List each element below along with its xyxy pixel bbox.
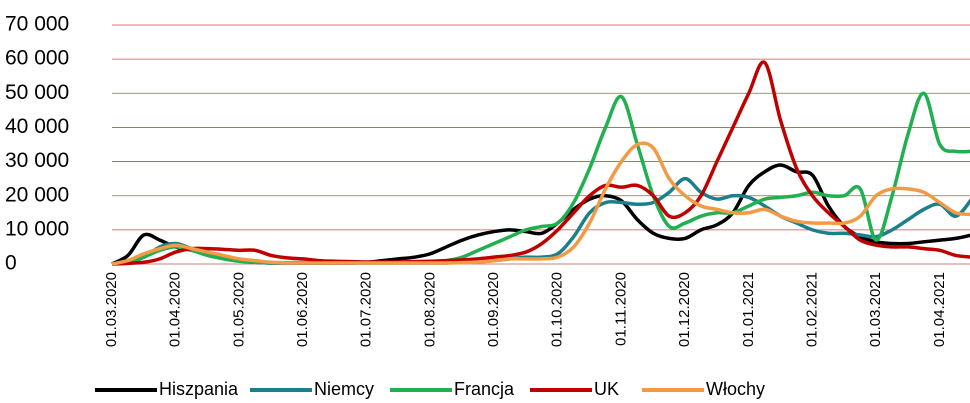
y-tick-label: 40 000 bbox=[5, 115, 69, 138]
y-tick-label: 10 000 bbox=[5, 217, 69, 240]
x-tick-label: 01.03.2021 bbox=[867, 272, 884, 347]
x-tick-label: 01.12.2020 bbox=[676, 272, 693, 347]
x-tick-label: 01.11.2020 bbox=[612, 272, 629, 346]
y-tick-label: 20 000 bbox=[5, 183, 69, 206]
legend-label: Hiszpania bbox=[159, 379, 239, 399]
x-tick-label: 01.04.2021 bbox=[931, 272, 948, 347]
y-tick-label: 60 000 bbox=[5, 47, 69, 70]
x-tick-label: 01.02.2021 bbox=[803, 272, 820, 347]
y-tick-label: 70 000 bbox=[5, 13, 69, 36]
line-series bbox=[111, 60, 970, 266]
legend-label: Francja bbox=[454, 379, 515, 399]
x-tick-label: 01.06.2020 bbox=[294, 272, 311, 347]
y-tick-label: 30 000 bbox=[5, 149, 69, 172]
legend-label: Włochy bbox=[706, 379, 765, 399]
legend-label: UK bbox=[594, 379, 619, 399]
x-tick-label: 01.03.2020 bbox=[103, 272, 120, 347]
x-tick-label: 01.07.2020 bbox=[358, 272, 375, 347]
x-tick-label: 01.10.2020 bbox=[549, 272, 566, 347]
x-tick-label: 01.01.2021 bbox=[740, 272, 757, 347]
y-tick-label: 0 bbox=[5, 252, 17, 275]
x-tick-label: 01.09.2020 bbox=[485, 272, 502, 347]
x-tick-label: 01.04.2020 bbox=[167, 272, 184, 347]
y-tick-label: 50 000 bbox=[5, 81, 69, 104]
legend-label: Niemcy bbox=[314, 379, 374, 399]
x-tick-label: 01.05.2020 bbox=[230, 272, 247, 347]
x-tick-label: 01.08.2020 bbox=[421, 272, 438, 347]
line-series bbox=[111, 141, 970, 266]
line-series bbox=[111, 91, 970, 266]
